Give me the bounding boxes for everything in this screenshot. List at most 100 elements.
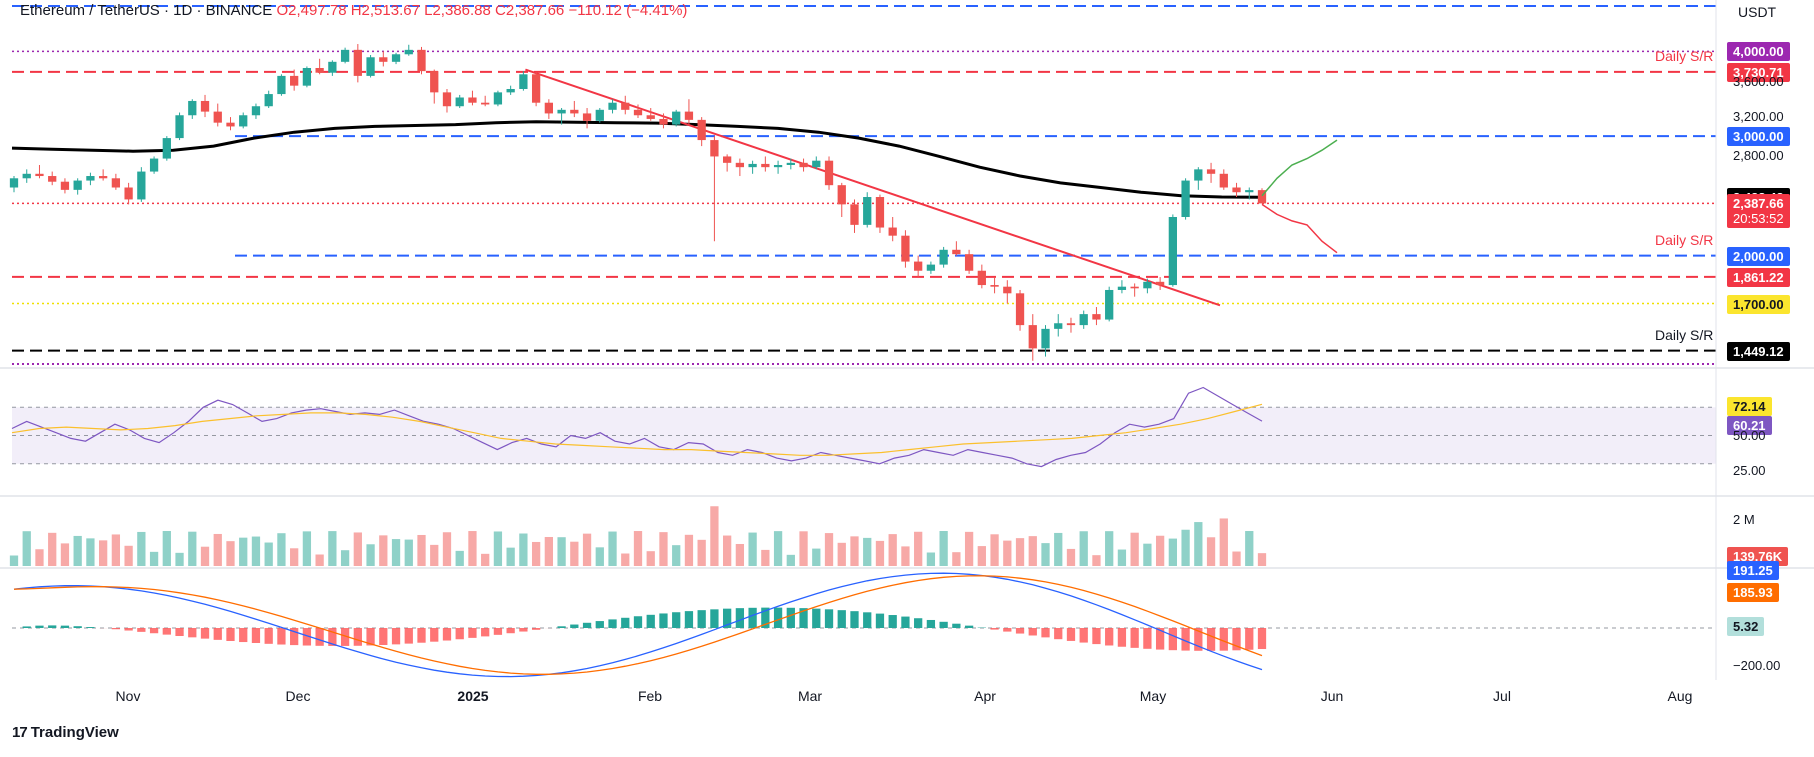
candle-body-82 [1054, 323, 1063, 329]
x-axis-label-apr: Apr [974, 688, 996, 704]
level-annotation-8: Daily S/R [1655, 326, 1714, 343]
volume-bar-83 [1066, 548, 1076, 566]
volume-bar-43 [557, 537, 566, 566]
volume-bar-76 [977, 546, 986, 566]
macd-hist-80 [1028, 628, 1037, 636]
macd-hist-2 [35, 625, 44, 628]
brand-label: TradingView [30, 724, 119, 741]
rsi-ma-line [11, 403, 1263, 456]
macd-hist-47 [608, 619, 617, 628]
candle-body-1 [22, 173, 31, 179]
volume-bar-69 [888, 534, 897, 566]
candle-body-26 [340, 49, 350, 62]
x-axis-label-feb: Feb [637, 688, 663, 704]
rsi-tag: 60.21 [1727, 416, 1772, 436]
macd-hist-83 [1066, 628, 1076, 641]
macd-hist-89 [1143, 628, 1152, 649]
x-axis-label-mar: Mar [797, 688, 823, 704]
volume-bar-79 [1015, 538, 1025, 566]
candle-body-35 [455, 97, 464, 107]
price-axis-tick-2: 2,800.00 [1733, 148, 1784, 164]
volume-bar-78 [1003, 540, 1012, 566]
macd-hist-40 [519, 628, 528, 632]
open-value: O2,497.78 [276, 2, 347, 19]
macd-hist-97 [1245, 628, 1254, 650]
histogram-tag: 5.32 [1727, 617, 1765, 636]
candle-body-89 [1143, 281, 1152, 289]
macd-hist-20 [264, 628, 273, 644]
macd-hist-16 [213, 628, 222, 640]
x-axis-label-dec: Dec [285, 688, 311, 704]
candle-body-72 [926, 264, 936, 271]
macd-hist-54 [697, 610, 706, 628]
volume-bar-2 [35, 549, 44, 566]
volume-bar-44 [570, 541, 579, 566]
volume-bar-19 [251, 536, 261, 566]
volume-bar-93 [1194, 522, 1203, 566]
candle-body-64 [824, 160, 834, 186]
macd-hist-26 [340, 628, 350, 646]
candle-body-58 [748, 163, 757, 168]
candle-body-9 [124, 187, 133, 200]
currency-unit: USDT [1738, 4, 1777, 20]
volume-bar-64 [824, 533, 834, 566]
macd-hist-6 [86, 627, 95, 628]
macd-hist-84 [1079, 628, 1088, 643]
volume-bar-66 [850, 536, 859, 566]
volume-bar-86 [1105, 531, 1114, 566]
volume-bar-63 [812, 548, 821, 566]
candle-body-71 [914, 261, 923, 271]
macd-hist-58 [748, 607, 757, 628]
candle-body-54 [697, 119, 706, 141]
volume-bar-54 [697, 539, 706, 566]
volume-bar-74 [952, 552, 961, 566]
candle-body-83 [1066, 323, 1076, 326]
volume-bar-35 [455, 550, 464, 566]
volume-bar-55 [710, 506, 719, 566]
macd-hist-41 [531, 628, 541, 630]
macd-hist-36 [468, 628, 477, 638]
candle-body-78 [1003, 286, 1012, 294]
volume-bar-26 [340, 550, 350, 566]
price-tag-186122: 1,861.22 [1727, 267, 1790, 287]
macd-hist-64 [824, 609, 834, 628]
volume-bar-56 [723, 535, 732, 566]
candle-body-37 [481, 102, 490, 105]
candle-body-29 [379, 57, 388, 62]
volume-bar-84 [1079, 531, 1088, 566]
candle-body-34 [442, 92, 452, 107]
candle-body-10 [137, 171, 146, 200]
candle-body-92 [1181, 180, 1190, 218]
volume-bar-32 [417, 534, 426, 566]
volume-bar-80 [1028, 536, 1037, 566]
rsi-line [11, 386, 1263, 468]
macd-hist-88 [1130, 628, 1139, 648]
macd-hist-92 [1181, 628, 1190, 651]
volume-bar-51 [659, 532, 668, 566]
volume-bar-68 [875, 540, 885, 566]
candle-body-75 [964, 254, 974, 271]
candle-body-95 [1219, 173, 1228, 188]
volume-bar-37 [481, 553, 490, 566]
candle-body-77 [990, 285, 999, 287]
volume-bar-0 [9, 555, 19, 566]
candle-body-43 [557, 109, 566, 114]
volume-bar-97 [1245, 531, 1254, 566]
candle-body-68 [875, 197, 885, 228]
macd-hist-14 [188, 628, 197, 638]
price-tag-200000: 2,000.00 [1727, 246, 1790, 266]
candle-body-36 [468, 97, 477, 103]
volume-bar-57 [735, 543, 745, 566]
brand[interactable]: 17 TradingView [12, 724, 119, 741]
price-tag-238766: 2,387.66 20:53:52 [1727, 194, 1790, 229]
candle-body-3 [48, 176, 57, 182]
macd-hist-72 [926, 619, 936, 628]
price-axis-tick-0: 3,600.00 [1733, 74, 1784, 90]
volume-bar-71 [914, 531, 923, 566]
candle-body-90 [1155, 281, 1165, 286]
macd-line [13, 572, 1263, 678]
x-axis-label-aug: Aug [1667, 688, 1693, 704]
candle-body-65 [837, 185, 846, 205]
macd-hist-60 [773, 607, 783, 628]
